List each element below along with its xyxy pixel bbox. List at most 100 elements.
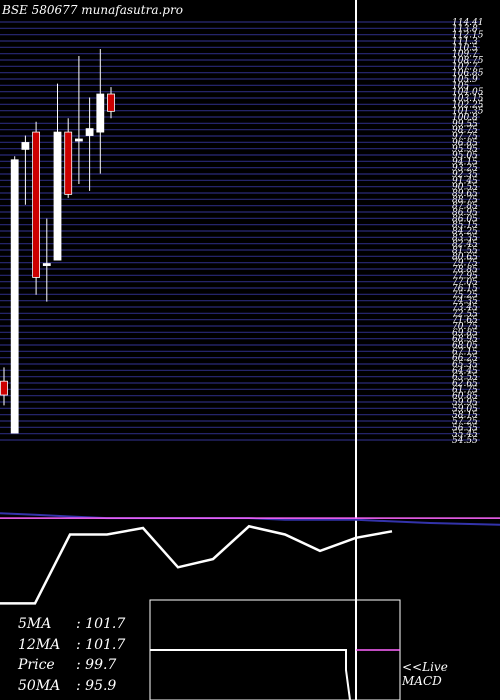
price-scale-label: 114.41 [452,18,484,28]
price-scale-label: 110.5 [452,43,478,53]
ma-value: 101.7 [85,616,126,632]
price-scale-label: 73.45 [452,303,478,313]
ma-label: 50MA [18,677,61,694]
price-scale-label: 79.75 [452,259,478,269]
price-scale-label: 104.05 [452,88,484,98]
candle-up [75,138,83,142]
price-scale-label: 63.55 [452,373,478,383]
price-scale-label: 81.55 [452,246,478,256]
price-scale-label: 112.15 [452,31,484,41]
live-link-line1[interactable]: <<Live [402,660,448,674]
price-scale-label: 68.95 [452,335,478,345]
price-scale-label: 92.35 [452,170,478,180]
price-scale-label: 66.25 [452,354,478,364]
candle-down [107,93,115,112]
price-scale-label: 57.25 [452,417,478,427]
macd-panel [0,512,500,605]
ma-row-price: Price: 99.7 [18,655,125,676]
price-scale-label: 62.65 [452,379,478,389]
ma-row-50: 50MA: 95.9 [18,676,125,697]
macd-signal-line [0,512,500,526]
price-scale-label: 86.05 [452,214,478,224]
price-scale-label: 93.25 [452,164,478,174]
price-scale-label: 77.05 [452,278,478,288]
ma-value: 99.7 [85,657,117,673]
price-scale-label: 107.7 [452,62,478,72]
price-scale-label: 86.95 [452,208,478,218]
price-scale-label: 59.95 [452,398,478,408]
price-scale-label: 100.8 [452,113,478,123]
price-scale-label: 85.15 [452,221,478,231]
price-scale-label: 64.45 [452,366,478,376]
price-scale-label: 111.3 [452,37,478,47]
ma-value: 95.9 [85,677,117,694]
candle-down [32,131,40,278]
price-scale-label: 65.35 [452,360,478,370]
price-scale-label: 68.05 [452,341,478,351]
price-scale-label: 87.85 [452,202,478,212]
ma-label: Price [18,657,55,673]
price-scale-label: 60.85 [452,392,478,402]
ma-row-5: 5MA: 101.7 [18,614,125,635]
ma-label: 12MA [18,636,61,653]
price-scale-label: 72.55 [452,309,478,319]
price-scale-label: 71.65 [452,316,478,326]
price-scale-label: 103.15 [452,94,484,104]
price-scale-label: 95.95 [452,145,478,155]
site-name: munafasutra.pro [81,3,183,17]
price-scale-label: 88.75 [452,195,478,205]
price-scale-label: 78.85 [452,265,478,275]
chart-header: BSE 580677 munafasutra.pro [2,3,183,17]
price-scale-label: 109.7 [452,50,478,60]
price-scale-label: 74.35 [452,297,478,307]
price-scale-label: 61.75 [452,385,478,395]
price-scale: 114.41113.8112.15111.3110.5109.7108.7510… [452,18,484,446]
live-macd-link[interactable]: <<Live MACD [402,660,448,688]
price-scale-label: 58.15 [452,411,478,421]
price-scale-label: 89.65 [452,189,478,199]
ma-value: 101.7 [85,636,126,653]
price-scale-label: 67.15 [452,347,478,357]
candle-down [0,380,8,396]
price-scale-label: 105.9 [452,75,478,85]
price-scale-label: 82.45 [452,240,478,250]
price-scale-label: 56.35 [452,423,478,433]
price-scale-label: 101.35 [452,107,484,117]
moving-average-legend: 5MA: 101.7 12MA: 101.7 Price: 99.7 50MA:… [18,614,125,696]
price-scale-label: 98.75 [452,126,478,136]
price-scale-label: 75.25 [452,290,478,300]
price-scale-label: 59.05 [452,404,478,414]
candlestick-series [0,49,115,434]
price-scale-label: 69.85 [452,328,478,338]
price-scale-label: 83.35 [452,233,478,243]
sub-panel-line [150,649,351,700]
price-scale-label: 77.95 [452,271,478,281]
price-scale-label: 91.45 [452,176,478,186]
price-scale-label: 94.15 [452,157,478,167]
price-grid [0,21,480,441]
candle-up [53,131,62,261]
price-scale-label: 84.25 [452,227,478,237]
live-link-line2[interactable]: MACD [402,674,442,688]
price-scale-label: 80.65 [452,252,478,262]
ma-label: 5MA [18,616,52,632]
candle-up [96,93,105,133]
candle-up [21,142,30,150]
exchange-label: BSE [2,3,28,17]
price-scale-label: 99.55 [452,119,478,129]
price-scale-label: 97.75 [452,132,478,142]
price-scale-label: 76.15 [452,284,478,294]
price-scale-label: 95.05 [452,151,478,161]
price-scale-label: 102.25 [452,100,484,110]
price-scale-label: 108.75 [452,56,484,66]
price-scale-label: 90.55 [452,183,478,193]
price-scale-label: 55.45 [452,430,478,440]
price-scale-label: 54.55 [452,436,478,446]
stock-code: 580677 [31,3,78,17]
candle-up [42,263,51,266]
sub-panel [149,599,401,700]
price-scale-label: 105 [452,81,469,91]
candle-up [85,128,94,136]
candle-up [10,159,19,434]
